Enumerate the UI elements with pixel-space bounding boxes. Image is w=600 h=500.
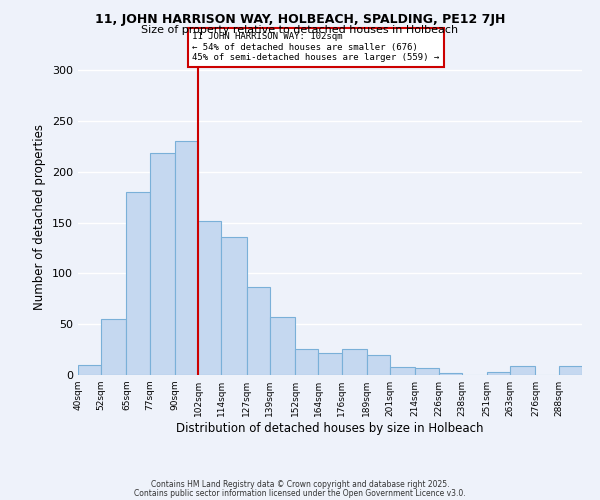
Bar: [487, 372, 510, 375]
X-axis label: Distribution of detached houses by size in Holbeach: Distribution of detached houses by size …: [176, 422, 484, 435]
Text: 11 JOHN HARRISON WAY: 102sqm
← 54% of detached houses are smaller (676)
45% of s: 11 JOHN HARRISON WAY: 102sqm ← 54% of de…: [193, 32, 440, 62]
Bar: [510, 366, 535, 375]
Text: Size of property relative to detached houses in Holbeach: Size of property relative to detached ho…: [142, 25, 458, 35]
Bar: [127, 192, 150, 375]
Bar: [175, 142, 198, 375]
Bar: [101, 319, 127, 375]
Bar: [78, 365, 101, 375]
Bar: [221, 237, 247, 375]
Y-axis label: Number of detached properties: Number of detached properties: [34, 124, 46, 310]
Text: Contains HM Land Registry data © Crown copyright and database right 2025.: Contains HM Land Registry data © Crown c…: [151, 480, 449, 489]
Bar: [559, 366, 582, 375]
Bar: [198, 220, 221, 375]
Bar: [439, 373, 462, 375]
Bar: [367, 354, 390, 375]
Bar: [295, 348, 319, 375]
Bar: [247, 286, 270, 375]
Bar: [341, 348, 367, 375]
Bar: [150, 154, 175, 375]
Bar: [415, 368, 439, 375]
Text: 11, JOHN HARRISON WAY, HOLBEACH, SPALDING, PE12 7JH: 11, JOHN HARRISON WAY, HOLBEACH, SPALDIN…: [95, 12, 505, 26]
Bar: [319, 352, 341, 375]
Bar: [390, 367, 415, 375]
Bar: [270, 317, 295, 375]
Text: Contains public sector information licensed under the Open Government Licence v3: Contains public sector information licen…: [134, 488, 466, 498]
